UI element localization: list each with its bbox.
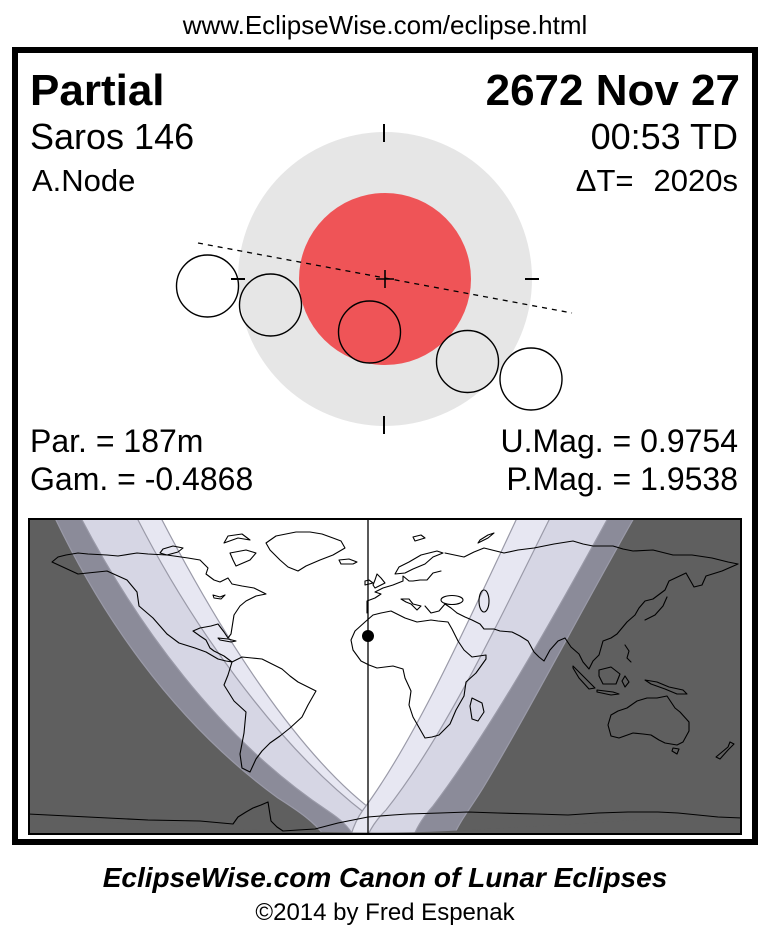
umbral-magnitude-value: U.Mag. = 0.9754 [500, 423, 738, 459]
coast-borneo [598, 666, 621, 685]
canon-title: EclipseWise.com Canon of Lunar Eclipses [102, 862, 668, 893]
coast-madagascar [469, 697, 485, 722]
coast-iceland [338, 558, 358, 565]
coast-sulawesi [621, 675, 630, 688]
coast-arctic-islands [159, 532, 495, 556]
cardinal-ticks [231, 124, 539, 434]
coast-britain [372, 573, 386, 589]
coast-new-zealand [715, 741, 735, 760]
coast-japan [644, 596, 668, 621]
coast-antarctica [28, 801, 742, 832]
coast-north-america [51, 552, 267, 663]
visibility-world-map [28, 518, 742, 835]
coast-asia-north [444, 540, 739, 565]
ecliptic-dashed-line [197, 242, 573, 314]
penumbral-magnitude-value: P.Mag. = 1.9538 [506, 461, 738, 497]
coast-tasmania [671, 747, 680, 755]
coast-ireland [364, 579, 374, 586]
time-label: 00:53 TD [590, 116, 738, 157]
coast-philippines [624, 644, 632, 663]
moon-position-3 [337, 300, 402, 364]
node-label: A.Node [32, 163, 136, 198]
coast-italy [400, 598, 422, 611]
delta-t-value: 2020s [653, 163, 738, 198]
region-bottom-not-visible [28, 814, 742, 835]
coastlines [28, 531, 742, 832]
url-caption: www.EclipseWise.com/eclipse.html [182, 10, 588, 40]
gamma-value: Gam. = -0.4868 [30, 461, 254, 497]
moon-position-5 [499, 347, 563, 411]
coast-europe-west [366, 570, 442, 614]
coast-baffin [229, 549, 257, 567]
eclipse-type-label: Partial [30, 66, 165, 115]
moon-positions [175, 254, 563, 411]
coast-scandinavia [394, 550, 444, 575]
coast-asia-south [456, 563, 739, 670]
moon-position-4 [435, 329, 500, 394]
sublunar-point-dot [362, 630, 374, 642]
map-border [28, 518, 742, 835]
coast-cuba [217, 637, 237, 643]
coast-black-sea [440, 594, 464, 606]
coast-new-guinea [644, 679, 688, 695]
moon-position-2 [238, 273, 303, 337]
coast-caspian-sea [478, 589, 490, 613]
delta-t-row: ΔT= 2020s [576, 163, 738, 199]
penumbral-duration-value: Par. = 187m [30, 423, 204, 459]
coast-java [596, 689, 620, 696]
delta-t-label: ΔT= [575, 163, 634, 198]
copyright-line: ©2014 by Fred Espenak [255, 899, 515, 926]
region-left-not-visible [28, 518, 325, 835]
coast-south-america [223, 656, 317, 773]
coast-turkey-balkans [424, 603, 458, 614]
eclipse-geometry-diagram [175, 124, 573, 434]
coast-great-lakes [212, 594, 226, 600]
region-right-not-visible [453, 518, 742, 835]
shadow-center-cross-icon [376, 270, 394, 288]
coast-africa [350, 610, 487, 739]
coast-australia [607, 695, 690, 746]
saros-label: Saros 146 [30, 116, 195, 157]
moon-position-1 [175, 254, 240, 318]
date-label: 2672 Nov 27 [485, 66, 740, 115]
coast-greenland [265, 531, 346, 572]
coast-sumatra [572, 665, 596, 690]
